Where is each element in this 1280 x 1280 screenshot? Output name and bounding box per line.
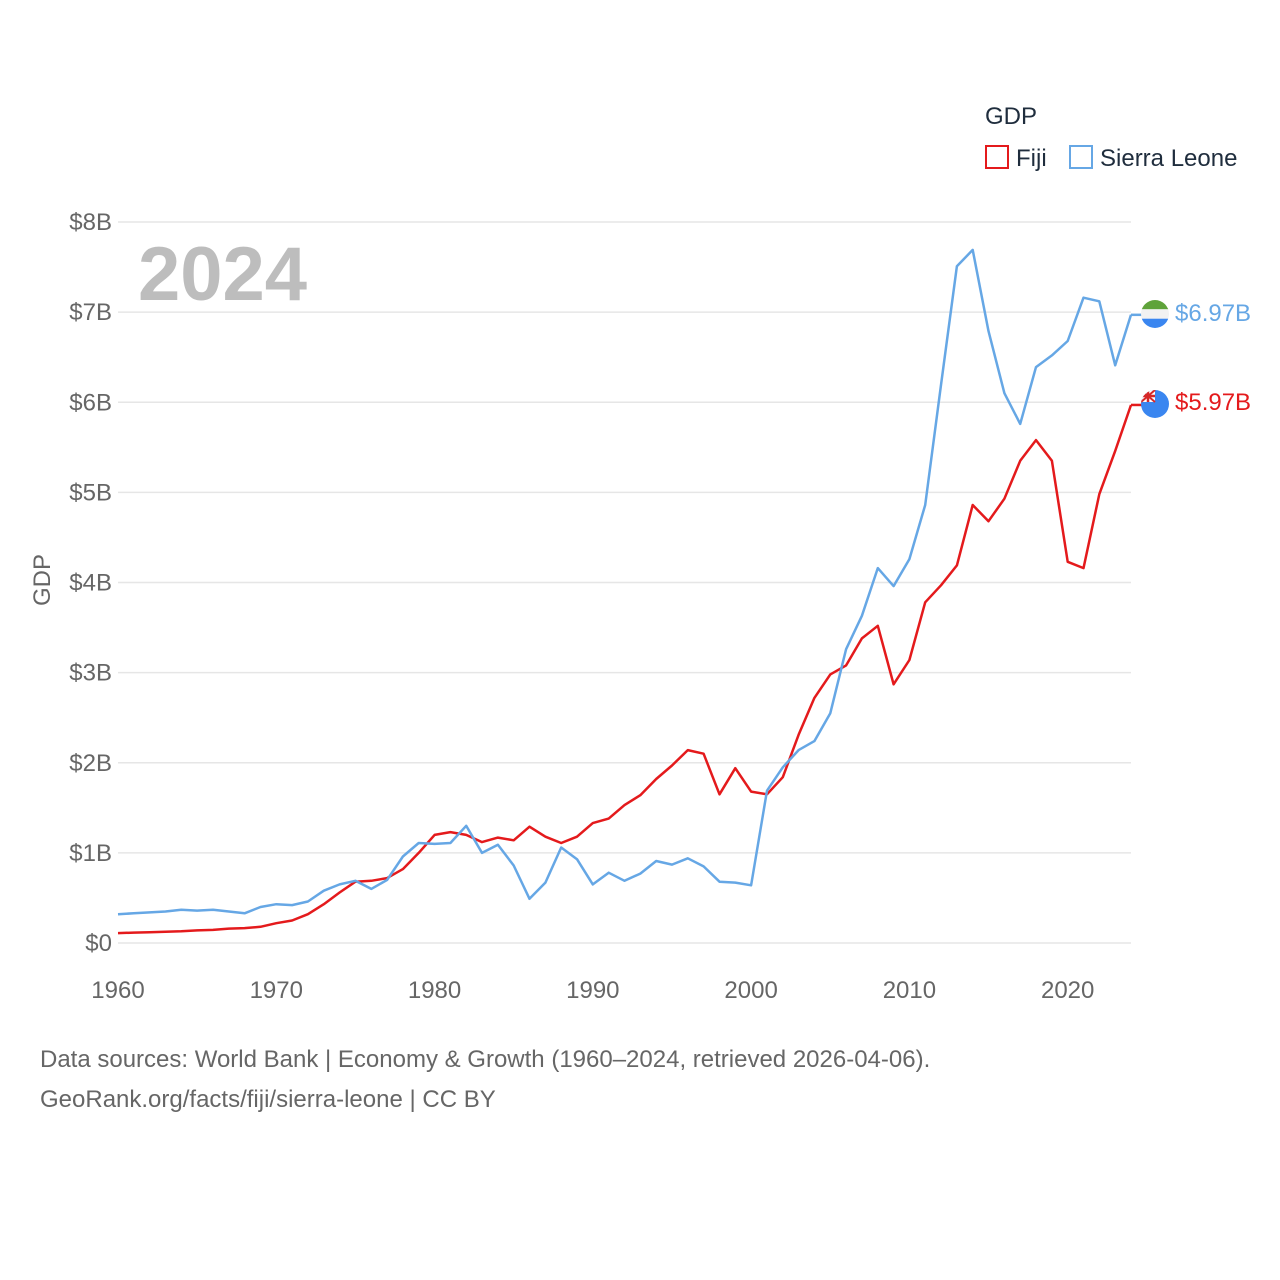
gdp-line-chart: $0$1B$2B$3B$4B$5B$6B$7B$8B 1960 1970 1980 1… (29, 103, 1251, 1004)
source-line-2[interactable]: GeoRank.org/facts/fiji/sierra-leone | CC… (40, 1086, 496, 1113)
grid-lines (118, 221, 1131, 944)
x-tick-label: 2010 (883, 977, 936, 1004)
x-tick-label: 1960 (91, 977, 144, 1004)
series-line-fiji[interactable] (117, 404, 1133, 935)
y-axis-label: GDP (29, 554, 56, 606)
series-lines (117, 248, 1142, 935)
series-line-sierra-leone[interactable] (117, 248, 1133, 916)
source-line-1: Data sources: World Bank | Economy & Gro… (40, 1046, 931, 1073)
y-tick-label: $8B (69, 209, 112, 236)
y-tick-label: $4B (69, 570, 112, 597)
x-tick-label: 1980 (408, 977, 461, 1004)
y-tick-label: $3B (69, 660, 112, 687)
legend[interactable]: GDP Fiji Sierra Leone (985, 103, 1237, 172)
x-tick-label: 1970 (250, 977, 303, 1004)
legend-swatch-fiji[interactable] (985, 145, 1009, 169)
current-year-label: 2024 (138, 232, 307, 317)
legend-item-sierra-leone[interactable]: Sierra Leone (1100, 145, 1237, 172)
x-axis-ticks: 1960 1970 1980 1990 2000 2010 2020 (91, 977, 1094, 1004)
legend-swatch-sierra-leone[interactable] (1069, 145, 1093, 169)
y-tick-label: $7B (69, 299, 112, 326)
fiji-flag-icon (1141, 390, 1169, 418)
x-tick-label: 2020 (1041, 977, 1094, 1004)
legend-title: GDP (985, 103, 1037, 130)
x-tick-label: 2000 (724, 977, 777, 1004)
x-tick-label: 1990 (566, 977, 619, 1004)
y-axis-ticks: $0 $1B $2B $3B $4B $5B $6B $7B $8B (69, 209, 112, 957)
legend-item-fiji[interactable]: Fiji (1016, 145, 1047, 172)
y-tick-label: $1B (69, 840, 112, 867)
y-tick-label: $6B (69, 389, 112, 416)
y-tick-label: $2B (69, 750, 112, 777)
sierra-leone-flag-icon (1141, 300, 1169, 328)
fiji-end-value: $5.97B (1175, 389, 1251, 416)
y-tick-label: $0 (85, 930, 112, 957)
y-tick-label: $5B (69, 479, 112, 506)
source-note: Data sources: World Bank | Economy & Gro… (40, 1040, 1240, 1120)
sierra-leone-end-value: $6.97B (1175, 300, 1251, 327)
